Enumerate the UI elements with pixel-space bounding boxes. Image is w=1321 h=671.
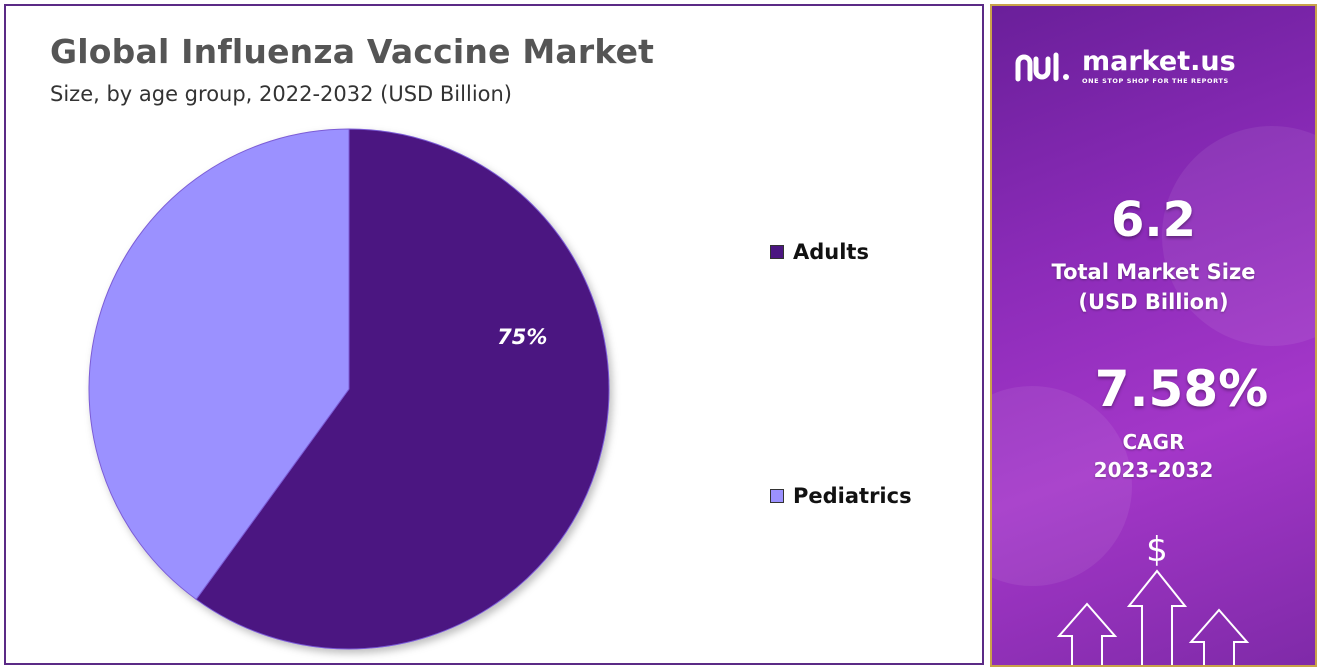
legend-item-adults: Adults	[770, 240, 869, 264]
legend-label-adults: Adults	[793, 240, 869, 264]
pie-slice-pediatrics	[88, 128, 350, 601]
logo: market.us ONE STOP SHOP FOR THE REPORTS	[1014, 48, 1236, 85]
cagr-period: 2023-2032	[1093, 458, 1214, 482]
up-arrow-icon	[1126, 569, 1188, 665]
market-size-value: 6.2	[1110, 192, 1197, 248]
market-us-logo-icon	[1015, 52, 1069, 81]
market-size-label-line2: (USD Billion)	[1078, 290, 1229, 314]
pie-chart: 75%	[88, 128, 610, 650]
up-arrow-icon	[1188, 608, 1250, 665]
summary-sidebar: market.us ONE STOP SHOP FOR THE REPORTS …	[990, 4, 1317, 667]
logo-name: market.us	[1082, 46, 1236, 77]
chart-subtitle: Size, by age group, 2022-2032 (USD Billi…	[50, 82, 512, 106]
growth-illustration: $	[1056, 530, 1250, 665]
up-arrow-icon	[1056, 602, 1118, 665]
cagr-label: CAGR	[1122, 430, 1185, 454]
legend-label-pediatrics: Pediatrics	[793, 484, 912, 508]
legend-item-pediatrics: Pediatrics	[770, 484, 912, 508]
cagr-value: 7.58%	[1094, 360, 1269, 418]
legend-swatch-pediatrics	[770, 489, 784, 503]
chart-title: Global Influenza Vaccine Market	[50, 32, 655, 71]
chart-panel: Global Influenza Vaccine Market Size, by…	[4, 4, 984, 665]
market-size-label-line1: Total Market Size	[1051, 260, 1256, 284]
pie-slice-adults	[195, 128, 610, 650]
data-label-adults: 75%	[497, 325, 547, 349]
legend-swatch-adults	[770, 245, 784, 259]
dollar-icon: $	[1146, 530, 1168, 570]
logo-tagline: ONE STOP SHOP FOR THE REPORTS	[1082, 77, 1229, 85]
